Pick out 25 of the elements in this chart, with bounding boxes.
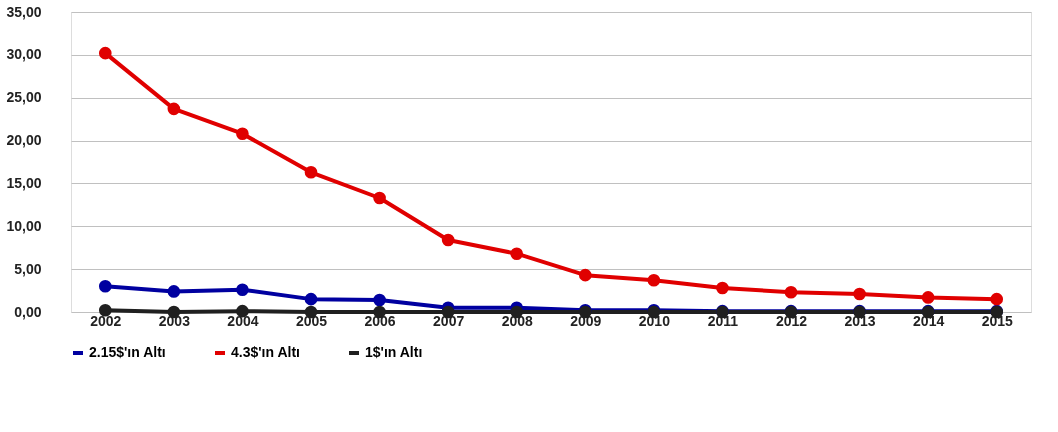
x-tick-label: 2010	[638, 312, 671, 329]
x-tick-label: 2007	[433, 312, 465, 329]
x-tick-label: 2002	[90, 312, 122, 329]
legend-label: 1$'ın Altı	[365, 344, 423, 360]
y-tick-label: 15,00	[6, 174, 42, 191]
legend-label: 4.3$'ın Altı	[231, 344, 300, 360]
x-tick-label: 2005	[295, 312, 328, 329]
legend-label: 2.15$'ın Altı	[89, 344, 166, 360]
y-tick-label: 35,00	[6, 3, 42, 20]
x-tick-label: 2011	[707, 312, 739, 329]
x-tick-label: 2012	[775, 312, 808, 329]
y-tick-label: 5,00	[14, 260, 42, 277]
x-tick-label: 2008	[501, 312, 533, 329]
x-tick-label: 2006	[364, 312, 396, 329]
y-tick-label: 0,00	[14, 303, 42, 320]
y-tick-label: 10,00	[6, 217, 42, 234]
x-tick-label: 2009	[570, 312, 602, 329]
y-tick-label: 25,00	[6, 89, 42, 106]
x-tick-label: 2003	[158, 312, 191, 329]
y-tick-label: 20,00	[6, 132, 42, 149]
x-tick-label: 2015	[981, 312, 1013, 329]
x-tick-label: 2014	[913, 312, 945, 329]
x-tick-label: 2004	[227, 312, 259, 329]
x-tick-label: 2013	[844, 312, 876, 329]
y-tick-label: 30,00	[6, 46, 42, 63]
